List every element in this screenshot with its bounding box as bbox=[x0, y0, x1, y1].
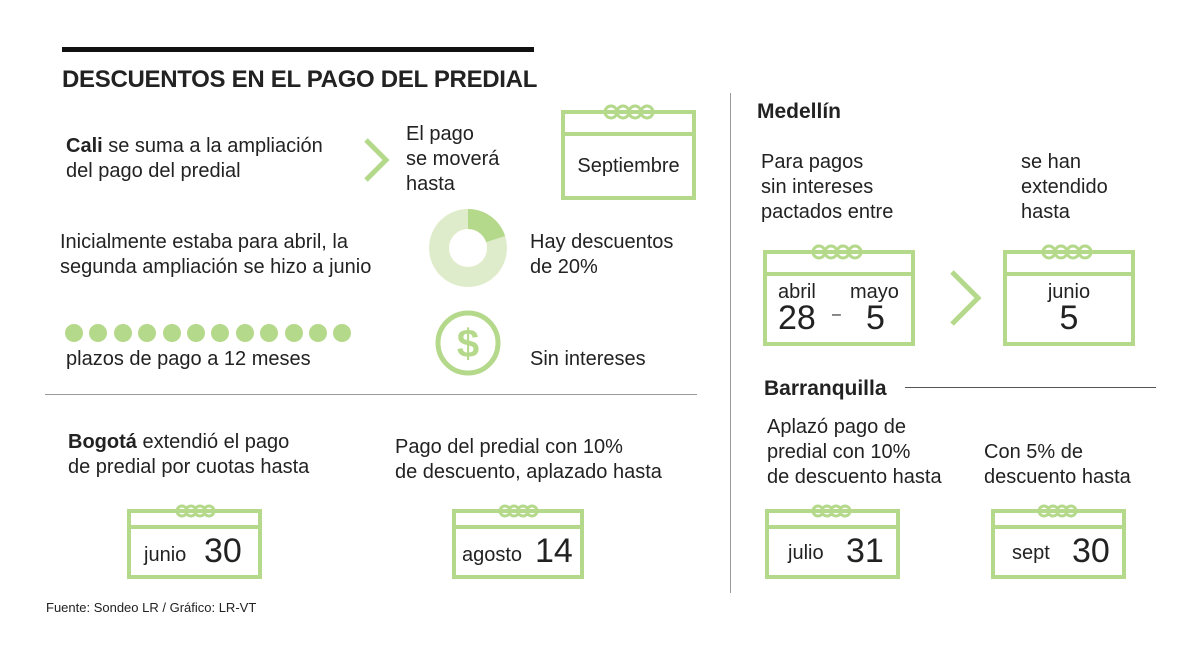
bogota-line1-rest: extendió el pago bbox=[136, 431, 290, 453]
cali-initial-line1: Inicialmente estaba para abril, la bbox=[60, 231, 348, 253]
bogota-line1: Bogotá extendió el pago bbox=[68, 430, 289, 455]
source-note: Fuente: Sondeo LR / Gráfico: LR-VT bbox=[46, 600, 257, 615]
no-interest-label: Sin intereses bbox=[530, 348, 646, 370]
medellin-text-line1: Para pagos bbox=[761, 151, 864, 173]
barranquilla-rule bbox=[905, 387, 1156, 388]
cali-intro-rest: se suma a la ampliación bbox=[102, 135, 323, 157]
installments-label: plazos de pago a 12 meses bbox=[66, 348, 311, 370]
bogota-city-label: Bogotá bbox=[68, 431, 137, 453]
installment-dot bbox=[211, 324, 230, 342]
bogota-p2-line2: de descuento, aplazado hasta bbox=[395, 461, 662, 483]
medellin-extended-line2: extendido bbox=[1021, 176, 1108, 198]
barranquilla-cal1-word: julio bbox=[788, 542, 824, 564]
cali-intro-line2: del pago del predial bbox=[66, 160, 241, 182]
installment-dot bbox=[162, 324, 181, 342]
cali-moved-line3: hasta bbox=[406, 173, 455, 195]
barranquilla-cal2-num: 30 bbox=[1072, 532, 1110, 570]
discount-donut-icon bbox=[429, 209, 507, 287]
barranquilla-cal1-num: 31 bbox=[846, 532, 884, 570]
barranquilla-heading: Barranquilla bbox=[764, 377, 887, 400]
barranquilla-p1-line3: de descuento hasta bbox=[767, 466, 942, 488]
bogota-cal2-word: agosto bbox=[462, 544, 523, 566]
installment-dot bbox=[284, 324, 303, 342]
installment-dot bbox=[138, 324, 157, 342]
medellin-extended-line3: hasta bbox=[1021, 201, 1070, 223]
cali-moved-line1: El pago bbox=[406, 123, 474, 145]
medellin-text-line3: pactados entre bbox=[761, 201, 894, 223]
dollar-coin-icon: $ bbox=[435, 310, 501, 376]
installment-dot bbox=[65, 324, 83, 342]
installment-dots bbox=[65, 324, 365, 344]
installment-dot bbox=[187, 324, 205, 342]
cali-discount-line1: Hay descuentos bbox=[530, 231, 674, 253]
calendar-icon bbox=[1003, 244, 1135, 346]
bogota-cal1-num: 30 bbox=[204, 532, 242, 570]
barranquilla-p1-line1: Aplazó pago de bbox=[767, 416, 907, 438]
calendar-icon bbox=[763, 244, 915, 346]
barranquilla-cal2-word: sept bbox=[1012, 542, 1050, 564]
cali-moved-line2: se moverá bbox=[406, 148, 500, 170]
column-divider bbox=[730, 93, 731, 593]
installment-dot bbox=[260, 324, 279, 342]
barranquilla-p2-line1: Con 5% de bbox=[984, 441, 1083, 463]
chevron-right-icon bbox=[364, 138, 390, 182]
medellin-extended-line1: se han bbox=[1021, 151, 1082, 173]
cali-initial-line2: segunda ampliación se hizo a junio bbox=[60, 256, 372, 278]
barranquilla-p2-line2: descuento hasta bbox=[984, 466, 1131, 488]
calendar-icon bbox=[452, 504, 584, 579]
installment-dot bbox=[113, 324, 132, 342]
medellin-from-day: 28 bbox=[778, 299, 816, 337]
discount-slice bbox=[467, 209, 506, 243]
bogota-line2: de predial por cuotas hasta bbox=[68, 456, 310, 478]
bogota-cal2-num: 14 bbox=[535, 532, 573, 570]
svg-text:$: $ bbox=[457, 322, 479, 366]
section-divider bbox=[45, 394, 697, 395]
medellin-to-day: 5 bbox=[866, 299, 885, 337]
page-title: DESCUENTOS EN EL PAGO DEL PREDIAL bbox=[62, 66, 538, 93]
installment-dot bbox=[235, 324, 254, 342]
barranquilla-p1-line2: predial con 10% bbox=[767, 441, 911, 463]
installment-dot bbox=[89, 324, 108, 342]
medellin-text-line2: sin intereses bbox=[761, 176, 874, 198]
cali-city-label: Cali bbox=[66, 135, 103, 157]
medellin-heading: Medellín bbox=[757, 100, 842, 123]
calendar-icon bbox=[765, 504, 900, 579]
medellin-to-month: mayo bbox=[850, 281, 899, 303]
medellin-new-day: 5 bbox=[1059, 299, 1079, 337]
bogota-cal1-word: junio bbox=[144, 544, 187, 566]
cali-discount-line2: de 20% bbox=[530, 256, 598, 278]
calendar-icon bbox=[127, 504, 262, 579]
installment-dot bbox=[333, 324, 352, 342]
installment-dot bbox=[309, 324, 327, 342]
cali-calendar-word: Septiembre bbox=[577, 155, 680, 177]
bogota-p2-line1: Pago del predial con 10% bbox=[395, 436, 623, 458]
title-rule bbox=[62, 47, 534, 52]
calendar-icon bbox=[561, 104, 696, 200]
medellin-from-month: abril bbox=[778, 281, 816, 303]
medellin-range-dash: – bbox=[832, 306, 841, 323]
medellin-new-month: junio bbox=[1047, 281, 1091, 303]
chevron-right-icon bbox=[950, 270, 982, 326]
cali-intro: Cali se suma a la ampliación bbox=[66, 134, 323, 159]
calendar-icon bbox=[991, 504, 1126, 579]
